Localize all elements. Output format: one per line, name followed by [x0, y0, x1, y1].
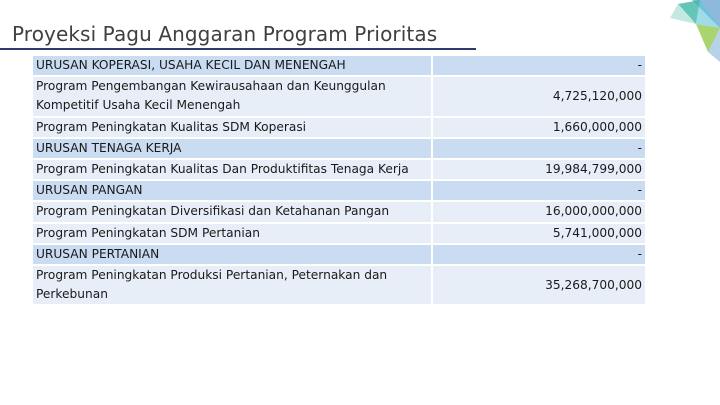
- section-name: URUSAN PANGAN: [33, 181, 431, 203]
- slide-title: Proyeksi Pagu Anggaran Program Prioritas: [12, 22, 438, 46]
- section-header-row: URUSAN KOPERASI, USAHA KECIL DAN MENENGA…: [33, 56, 645, 78]
- program-name: Program Peningkatan Diversifikasi dan Ke…: [33, 202, 431, 224]
- budget-amount: 19,984,799,000: [431, 160, 645, 182]
- budget-table: URUSAN KOPERASI, USAHA KECIL DAN MENENGA…: [33, 56, 645, 307]
- section-header-row: URUSAN TENAGA KERJA -: [33, 138, 645, 161]
- program-row: Program Peningkatan Kualitas Dan Produkt…: [33, 160, 645, 182]
- budget-amount: 1,660,000,000: [431, 117, 645, 139]
- budget-amount: -: [431, 244, 645, 267]
- program-row: Program Peningkatan Kualitas SDM Koperas…: [33, 117, 645, 139]
- program-name: Program Peningkatan Kualitas SDM Koperas…: [33, 117, 431, 139]
- section-name: URUSAN KOPERASI, USAHA KECIL DAN MENENGA…: [33, 56, 431, 78]
- budget-amount: -: [431, 56, 645, 78]
- section-header-row: URUSAN PANGAN -: [33, 181, 645, 203]
- section-header-row: URUSAN PERTANIAN -: [33, 244, 645, 267]
- program-row: Program Peningkatan Produksi Pertanian, …: [33, 266, 645, 307]
- program-name: Program Peningkatan Produksi Pertanian, …: [33, 266, 431, 307]
- corner-decoration-icon: [670, 0, 720, 62]
- budget-amount: 4,725,120,000: [431, 77, 645, 118]
- budget-amount: -: [431, 181, 645, 203]
- program-name: Program Peningkatan SDM Pertanian: [33, 223, 431, 245]
- budget-amount: 16,000,000,000: [431, 202, 645, 224]
- section-name: URUSAN TENAGA KERJA: [33, 138, 431, 161]
- title-underline: [0, 48, 476, 50]
- program-name: Program Pengembangan Kewirausahaan dan K…: [33, 77, 431, 118]
- program-name: Program Peningkatan Kualitas Dan Produkt…: [33, 160, 431, 182]
- budget-amount: 5,741,000,000: [431, 223, 645, 245]
- program-row: Program Peningkatan Diversifikasi dan Ke…: [33, 202, 645, 224]
- budget-amount: -: [431, 138, 645, 161]
- program-row: Program Pengembangan Kewirausahaan dan K…: [33, 77, 645, 118]
- section-name: URUSAN PERTANIAN: [33, 244, 431, 267]
- program-row: Program Peningkatan SDM Pertanian 5,741,0…: [33, 223, 645, 245]
- budget-amount: 35,268,700,000: [431, 266, 645, 307]
